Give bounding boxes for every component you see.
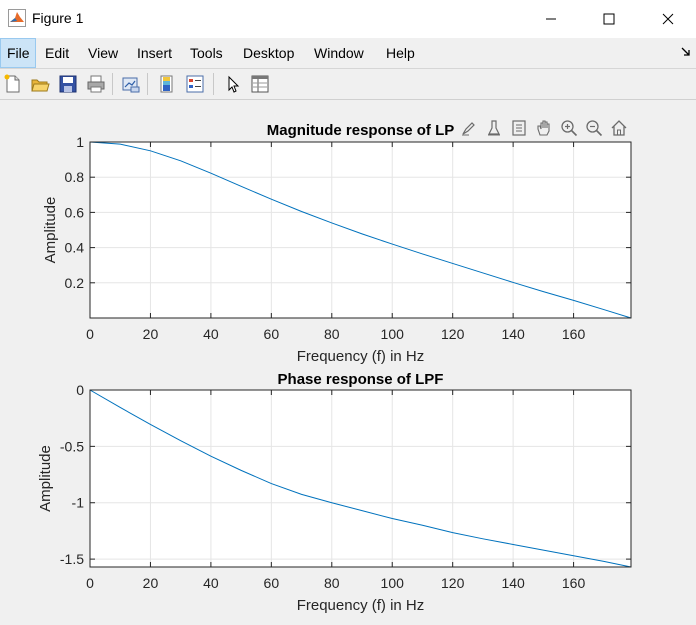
close-button[interactable] (645, 0, 691, 38)
print-button[interactable] (84, 72, 108, 96)
x-tick-label: 80 (324, 326, 340, 342)
x-axis-label: Frequency (f) in Hz (297, 597, 425, 614)
magnitude-axes[interactable]: 0 20 40 60 80 100 120 140 160 0.2 0.4 0.6 0.8 1 Magnit… (42, 122, 632, 365)
property-inspector-icon (251, 75, 269, 93)
new-figure-button[interactable] (1, 72, 25, 96)
y-tick-label: -1.5 (60, 551, 84, 567)
home-button[interactable] (608, 117, 630, 139)
magnitude-title: Magnitude response of LP (267, 122, 455, 139)
matlab-logo-icon (8, 9, 26, 27)
zoom-in-button[interactable] (558, 117, 580, 139)
x-tick-label: 60 (264, 575, 280, 591)
link-plot-icon (122, 77, 140, 93)
menu-divider (0, 68, 696, 69)
restore-view-icon (512, 120, 526, 136)
axes-box (89, 141, 632, 319)
phase-axes[interactable]: 0 20 40 60 80 100 120 140 160 -1.5 -1 -0.5 0 Phase re… (37, 371, 632, 614)
open-file-button[interactable] (28, 72, 52, 96)
minimize-icon (546, 18, 556, 20)
link-plot-button[interactable] (119, 72, 143, 96)
minimize-button[interactable] (528, 0, 574, 38)
data-tips-icon (488, 120, 500, 136)
close-icon (662, 13, 674, 25)
restore-view-button[interactable] (508, 117, 530, 139)
plot-area[interactable] (90, 142, 631, 318)
x-tick-label: 160 (562, 575, 586, 591)
x-tick-label: 0 (86, 575, 94, 591)
maximize-button[interactable] (586, 0, 632, 38)
x-tick-label: 140 (501, 326, 525, 342)
x-tick-label: 20 (143, 575, 159, 591)
menu-tools[interactable]: Tools (190, 45, 223, 61)
y-tick-label: -1 (72, 495, 85, 511)
toolbar-divider (0, 99, 696, 100)
x-tick-label: 40 (203, 575, 219, 591)
toolbar-separator (112, 73, 113, 95)
x-tick-label: 80 (324, 575, 340, 591)
home-icon (611, 120, 627, 136)
x-tick-label: 100 (381, 575, 405, 591)
x-tick-label: 20 (143, 326, 159, 342)
new-figure-icon (4, 74, 20, 93)
y-axis-label: Amplitude (37, 445, 54, 512)
x-tick-label: 120 (441, 575, 465, 591)
plot-area[interactable] (90, 390, 631, 567)
menu-file[interactable]: File (0, 38, 36, 68)
x-tick-label: 160 (562, 326, 586, 342)
save-button[interactable] (56, 72, 80, 96)
x-tick-label: 0 (86, 326, 94, 342)
maximize-icon (603, 13, 615, 25)
y-tick-label: 0.6 (65, 204, 85, 220)
axes-box (89, 389, 632, 568)
brush-button[interactable] (458, 117, 480, 139)
insert-colorbar-button[interactable] (155, 72, 179, 96)
menu-view[interactable]: View (88, 45, 119, 61)
y-tick-label: 1 (76, 134, 84, 150)
y-axis-label: Amplitude (42, 197, 59, 264)
pan-icon (537, 120, 550, 136)
x-tick-label: 140 (501, 575, 525, 591)
x-tick-label: 60 (264, 326, 280, 342)
x-tick-label: 120 (441, 326, 465, 342)
colorbar-icon (160, 75, 173, 93)
edit-plot-button[interactable] (221, 72, 245, 96)
x-axis-label: Frequency (f) in Hz (297, 348, 425, 365)
toolbar-separator (213, 73, 214, 95)
menu-insert[interactable]: Insert (137, 45, 173, 61)
zoom-in-icon (561, 120, 578, 137)
phase-title: Phase response of LPF (278, 371, 444, 388)
figure-canvas[interactable]: 0 20 40 60 80 100 120 140 160 0.2 0.4 0.6 0.8 1 Magnit… (0, 100, 696, 625)
toolbar-separator (147, 73, 148, 95)
menu-bar: File Edit View Insert Tools Desktop Wind… (0, 38, 696, 68)
menu-window[interactable]: Window (314, 45, 364, 61)
y-tick-label: 0.4 (65, 240, 85, 256)
menu-edit[interactable]: Edit (45, 45, 70, 61)
title-bar: Figure 1 (0, 0, 696, 38)
open-file-icon (31, 79, 50, 92)
save-icon (59, 75, 77, 93)
print-icon (87, 75, 105, 93)
brush-icon (462, 122, 475, 136)
zoom-out-button[interactable] (583, 117, 605, 139)
figure-toolbar (0, 69, 696, 99)
pan-button[interactable] (533, 117, 555, 139)
magnitude-series-line[interactable] (89, 141, 632, 319)
legend-icon (186, 75, 204, 93)
x-tick-label: 40 (203, 326, 219, 342)
window-title: Figure 1 (32, 10, 84, 26)
zoom-out-icon (586, 120, 603, 137)
x-tick-label: 100 (381, 326, 405, 342)
y-tick-label: 0.8 (65, 169, 85, 185)
y-tick-label: -0.5 (60, 438, 84, 454)
menu-desktop[interactable]: Desktop (243, 45, 295, 61)
dock-figure-icon[interactable] (680, 46, 692, 58)
property-inspector-button[interactable] (248, 72, 272, 96)
phase-series-line[interactable] (89, 389, 632, 568)
y-tick-label: 0 (76, 382, 84, 398)
insert-legend-button[interactable] (183, 72, 207, 96)
y-tick-label: 0.2 (65, 275, 85, 291)
data-tips-button[interactable] (483, 117, 505, 139)
edit-plot-arrow-icon (228, 75, 240, 93)
menu-help[interactable]: Help (386, 45, 415, 61)
